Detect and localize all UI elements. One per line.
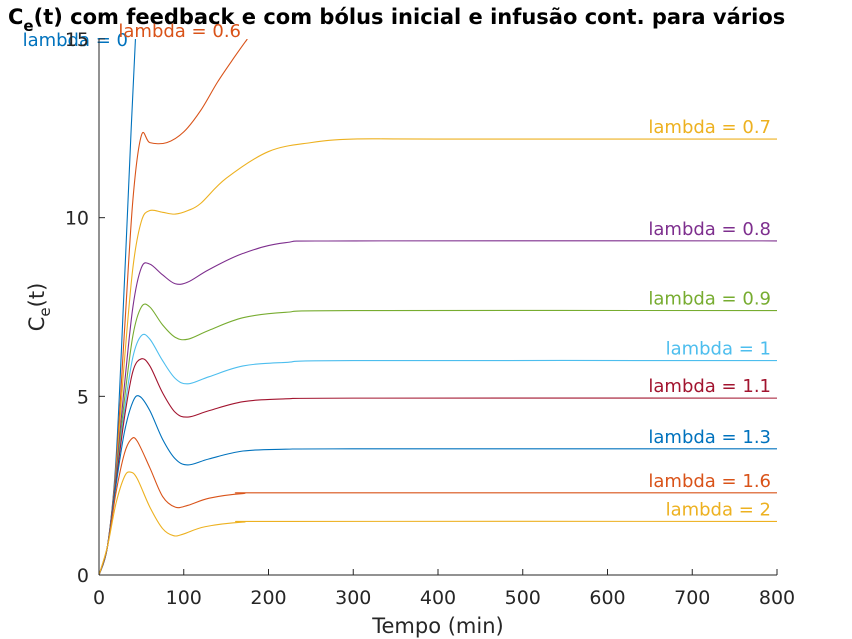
series-line (99, 240, 777, 575)
series-line (99, 395, 777, 575)
series-line (99, 39, 248, 575)
y-tick-label: 10 (65, 208, 89, 230)
series-label: lambda = 2 (666, 499, 771, 520)
ticks-layer: 0 100 200 300 400 500 600 700 800 0 5 10 15 (65, 29, 795, 609)
series-line (99, 333, 777, 575)
series-line (99, 471, 777, 575)
chart-title-main: C (8, 5, 23, 29)
y-axis-label-main: C (25, 317, 49, 332)
y-tick-label: 0 (77, 565, 89, 587)
x-tick-label: 600 (589, 587, 625, 609)
x-tick-label: 100 (166, 587, 202, 609)
y-axis-label: Ce(t) (25, 283, 54, 332)
series-label: lambda = 1.6 (648, 471, 771, 492)
series-line (99, 303, 777, 575)
x-tick-label: 400 (420, 587, 456, 609)
series-label: lambda = 0 (23, 30, 128, 51)
x-tick-label: 0 (93, 587, 105, 609)
series-label: lambda = 1.1 (648, 376, 771, 397)
series-label: lambda = 0.7 (648, 117, 771, 138)
chart-title-rest: (t) com feedback e com bólus inicial e i… (34, 5, 786, 29)
y-axis-label-sub: e (36, 307, 54, 316)
series-label: lambda = 0.8 (648, 219, 771, 240)
x-axis-label: Tempo (min) (371, 614, 503, 638)
series-line (99, 436, 777, 575)
x-tick-label: 700 (674, 587, 710, 609)
chart-title-sub: e (23, 17, 33, 35)
series-label: lambda = 1 (666, 339, 771, 360)
series-label: lambda = 1.3 (648, 427, 771, 448)
y-tick-label: 5 (77, 386, 89, 408)
series-label: lambda = 0.9 (648, 289, 771, 310)
x-tick-label: 300 (335, 587, 371, 609)
x-tick-label: 500 (505, 587, 541, 609)
series-line (99, 138, 777, 575)
chart-title: Ce(t) com feedback e com bólus inicial e… (8, 5, 785, 35)
x-tick-label: 200 (250, 587, 286, 609)
x-tick-label: 800 (759, 587, 795, 609)
y-tick-label: 15 (65, 29, 89, 51)
series-line (99, 358, 777, 575)
series-label: lambda = 0.6 (118, 21, 241, 42)
series-line (99, 39, 136, 575)
series-layer (99, 39, 777, 575)
y-axis-label-rest: (t) (25, 283, 49, 308)
